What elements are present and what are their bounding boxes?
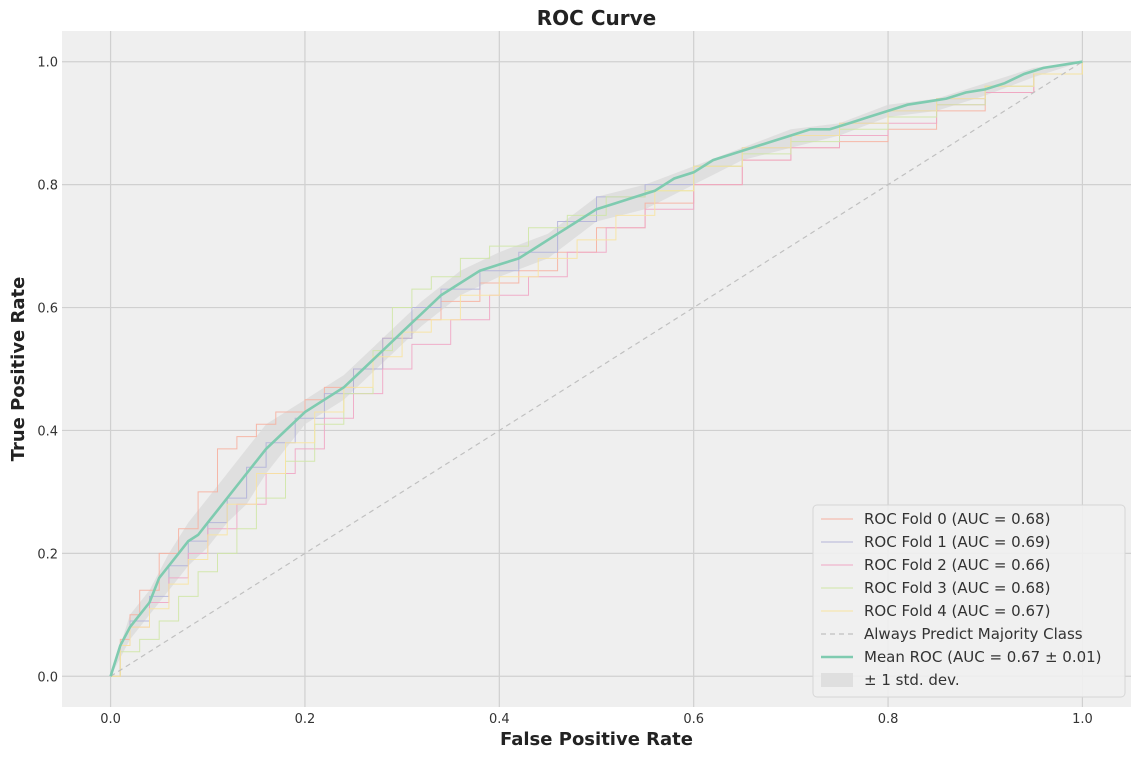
y-tick-label: 0.6 bbox=[37, 302, 58, 317]
x-tick-label: 0.8 bbox=[878, 712, 899, 727]
series-line-4 bbox=[110, 61, 1083, 677]
legend-label: Mean ROC (AUC = 0.67 ± 0.01) bbox=[864, 648, 1102, 666]
legend-label: ROC Fold 1 (AUC = 0.69) bbox=[864, 533, 1050, 551]
legend-box bbox=[812, 504, 1126, 698]
legend-label: ROC Fold 2 (AUC = 0.66) bbox=[864, 556, 1050, 574]
legend-label: ROC Fold 4 (AUC = 0.67) bbox=[864, 602, 1050, 620]
tick-labels: 0.0 0.2 0.4 0.6 0.8 1.0 0.0 0.2 0.4 0.6 0.8 1.0 bbox=[37, 56, 1092, 727]
x-tick-label: 0.0 bbox=[100, 712, 121, 727]
x-axis-title: False Positive Rate bbox=[500, 729, 693, 750]
legend-label: ROC Fold 0 (AUC = 0.68) bbox=[864, 510, 1050, 528]
y-tick-label: 1.0 bbox=[37, 56, 58, 71]
series-line-6 bbox=[109, 60, 1083, 677]
y-tick-label: 0.8 bbox=[37, 179, 58, 194]
y-tick-label: 0.4 bbox=[37, 424, 58, 439]
x-tick-label: 0.2 bbox=[295, 712, 316, 727]
y-tick-label: 0.2 bbox=[37, 547, 58, 562]
legend-label: Always Predict Majority Class bbox=[864, 625, 1083, 643]
series-line-5 bbox=[110, 61, 1083, 677]
legend: ROC Fold 0 (AUC = 0.68) ROC Fold 1 (AUC =… bbox=[812, 504, 1126, 698]
legend-label: ROC Fold 3 (AUC = 0.68) bbox=[864, 579, 1050, 597]
legend-swatch-band bbox=[821, 673, 853, 687]
grid bbox=[62, 31, 1131, 707]
x-tick-label: 0.4 bbox=[489, 712, 510, 727]
x-tick-label: 0.6 bbox=[683, 712, 704, 727]
x-tick-label: 1.0 bbox=[1072, 712, 1093, 727]
y-tick-label: 0.0 bbox=[37, 670, 58, 685]
chart-title: ROC Curve bbox=[537, 6, 656, 30]
series-layer bbox=[109, 60, 1083, 677]
y-axis-title: True Positive Rate bbox=[8, 277, 29, 462]
legend-label: ± 1 std. dev. bbox=[864, 671, 960, 689]
